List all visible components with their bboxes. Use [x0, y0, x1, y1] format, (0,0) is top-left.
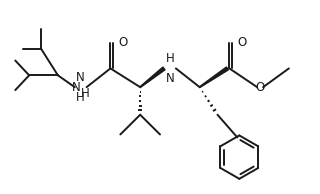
Text: H: H [76, 91, 85, 104]
Text: N: N [76, 71, 85, 84]
Text: H: H [81, 87, 90, 100]
Text: H: H [165, 52, 174, 65]
Text: N: N [165, 72, 174, 85]
Text: N: N [72, 81, 81, 94]
Polygon shape [199, 67, 228, 87]
Polygon shape [140, 67, 165, 87]
Text: O: O [118, 36, 128, 49]
Text: O: O [237, 36, 247, 49]
Text: O: O [255, 81, 265, 94]
